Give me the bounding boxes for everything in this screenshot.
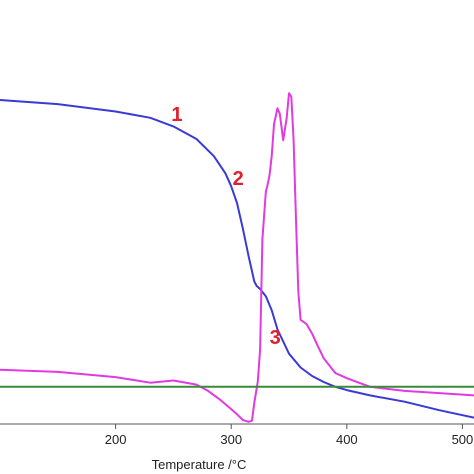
series-curve-2 <box>0 92 474 423</box>
x-tick-label: 300 <box>220 432 242 447</box>
curve-annotation-2: 2 <box>233 168 244 190</box>
x-tick-label: 400 <box>336 432 358 447</box>
annotations: 1 2 3 <box>171 104 280 349</box>
series-curve-1 <box>0 99 474 419</box>
series-layer <box>0 92 474 423</box>
x-tick-label: 200 <box>105 432 127 447</box>
x-ticks: 200 300 400 500 <box>105 424 474 447</box>
x-axis-title: Temperature /°C <box>152 457 247 472</box>
x-tick-label: 500 <box>452 432 474 447</box>
curve-annotation-3: 3 <box>270 327 281 349</box>
curve-annotation-1: 1 <box>171 104 182 126</box>
